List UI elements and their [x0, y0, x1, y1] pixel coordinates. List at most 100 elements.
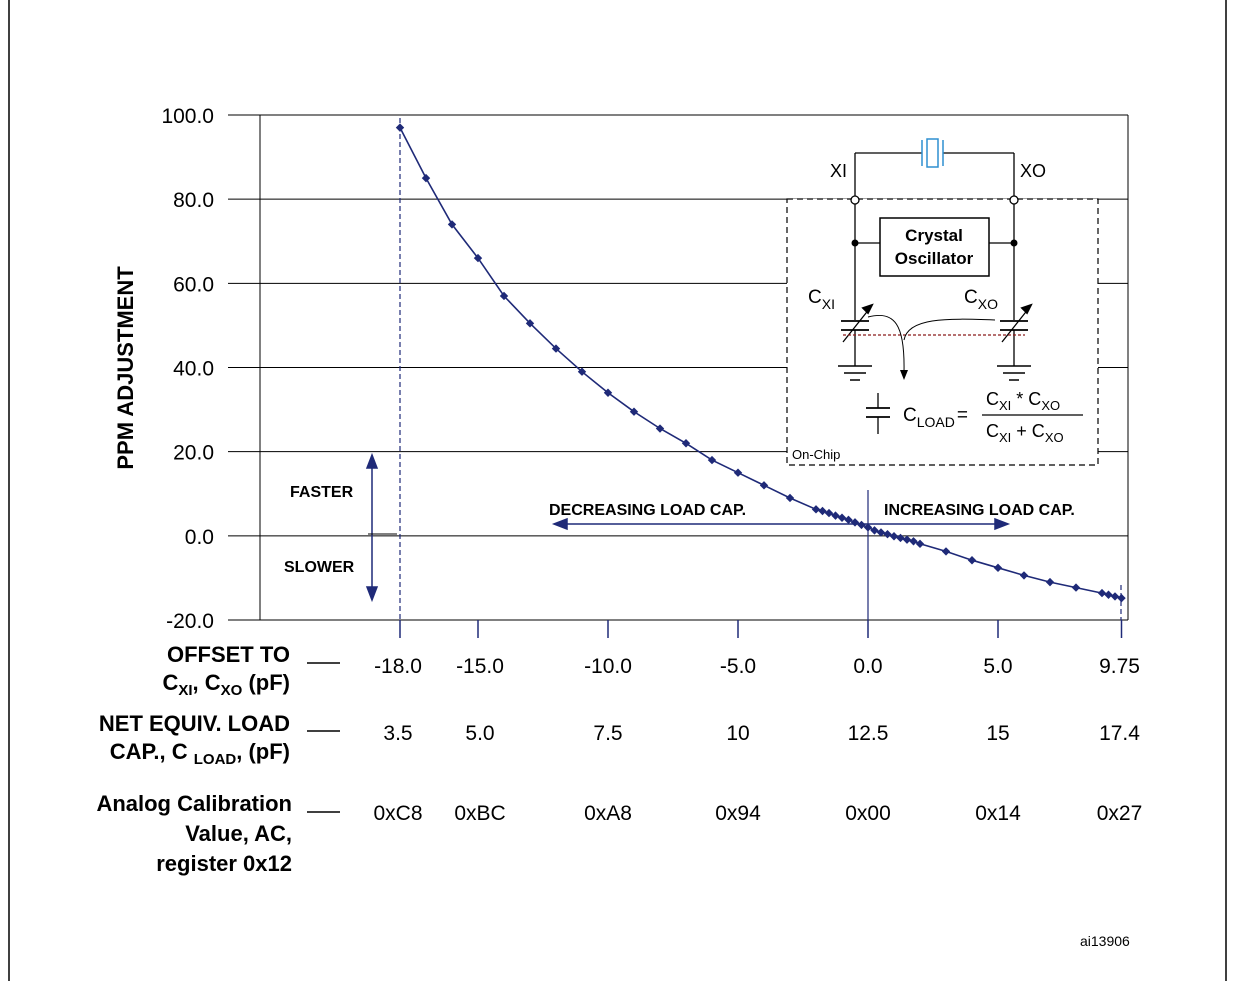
- table-cell: -10.0: [584, 655, 632, 678]
- data-point: [889, 532, 899, 541]
- row-calibration: Analog Calibration Value, AC, register 0…: [96, 791, 340, 876]
- y-tick-label: 100.0: [161, 105, 214, 128]
- xi-pin: [850, 195, 860, 205]
- data-point: [447, 220, 457, 229]
- cload-capacitor-icon: [866, 393, 890, 434]
- data-point: [629, 407, 639, 416]
- data-point: [876, 528, 886, 537]
- table-cell: 10: [726, 722, 749, 745]
- data-point: [941, 547, 951, 556]
- data-point: [993, 563, 1003, 573]
- grid: [228, 114, 1129, 621]
- crystal-icon: [921, 138, 944, 168]
- data-point: [863, 523, 873, 532]
- data-point: [525, 319, 535, 328]
- data-point: [733, 468, 743, 477]
- label-faster: FASTER: [290, 484, 354, 501]
- table-cell: 0x00: [845, 802, 891, 825]
- table-cell: 12.5: [848, 722, 889, 745]
- data-point: [1045, 577, 1055, 587]
- formula-denominator: CXI + CXO: [986, 421, 1064, 445]
- row-net-load-label-line1: NET EQUIV. LOAD: [99, 711, 290, 736]
- xo-label: XO: [1020, 161, 1046, 181]
- oscillator-label-line2: Oscillator: [895, 249, 974, 268]
- table-cell: 5.0: [983, 655, 1012, 678]
- ground-icon-right: [997, 365, 1031, 381]
- table-values: -18.0 -15.0 -10.0 -5.0 0.0 5.0 9.75 3.5 5.0 7.5 10…: [373, 655, 1142, 825]
- table-cell: -18.0: [374, 655, 422, 678]
- table-cell: 7.5: [593, 722, 622, 745]
- data-point: [967, 556, 977, 565]
- table-cell: 0.0: [853, 655, 882, 678]
- data-point: [1071, 583, 1081, 592]
- data-point: [1117, 593, 1126, 603]
- table-cell: 0x14: [975, 802, 1021, 825]
- data-point: [824, 508, 834, 518]
- data-point: [1097, 588, 1107, 598]
- row-calibration-label-line1: Analog Calibration: [96, 791, 292, 816]
- row-net-load: NET EQUIV. LOAD CAP., C LOAD, (pF): [99, 711, 340, 768]
- data-point: [883, 529, 892, 539]
- data-point: [499, 291, 509, 301]
- on-chip-label: On-Chip: [792, 447, 840, 462]
- data-point: [577, 367, 587, 376]
- y-tick-label: 20.0: [173, 442, 214, 465]
- table-cell: -5.0: [720, 655, 756, 678]
- data-point: [837, 513, 847, 522]
- data-point: [395, 123, 405, 132]
- row-offset: OFFSET TO CXI, CXO (pF): [162, 642, 340, 699]
- row-offset-label-line2: CXI, CXO (pF): [162, 670, 290, 699]
- table-cell: 0xBC: [454, 802, 505, 825]
- y-tick-label: 80.0: [173, 189, 214, 212]
- table-cell: 0x94: [715, 802, 761, 825]
- data-point: [844, 515, 853, 525]
- x-ticks: [399, 620, 1123, 638]
- data-point: [902, 535, 912, 544]
- table-cell: 9.75: [1099, 655, 1140, 678]
- data-point: [831, 511, 840, 520]
- cxi-label: CXI: [808, 287, 835, 312]
- data-point: [681, 439, 691, 448]
- row-calibration-label-line2: Value, AC,: [185, 821, 292, 846]
- ground-icon-left: [838, 365, 872, 381]
- data-point: [421, 173, 431, 183]
- table-cell: 3.5: [383, 722, 412, 745]
- data-point: [909, 537, 918, 546]
- label-decreasing-load: DECREASING LOAD CAP.: [549, 502, 746, 519]
- faster-slower-arrows: [365, 452, 397, 603]
- data-point: [1019, 571, 1029, 580]
- row-calibration-label-line3: register 0x12: [156, 851, 292, 876]
- cxo-label: CXO: [964, 287, 998, 312]
- data-point: [1110, 592, 1120, 601]
- data-point: [707, 455, 717, 465]
- data-point: [1104, 590, 1113, 599]
- table-cell: 5.0: [465, 722, 494, 745]
- label-slower: SLOWER: [284, 559, 355, 576]
- load-cap-arrows: [551, 517, 1011, 531]
- data-point: [896, 533, 905, 543]
- data-point: [603, 388, 613, 397]
- data-point: [857, 520, 866, 530]
- table-cell: -15.0: [456, 655, 504, 678]
- row-net-load-label-line2: CAP., C LOAD, (pF): [110, 739, 290, 768]
- formula-numerator: CXI * CXO: [986, 389, 1060, 413]
- table-cell: 17.4: [1099, 722, 1140, 745]
- table-cell: 0xA8: [584, 802, 632, 825]
- data-point: [818, 506, 827, 516]
- data-point: [811, 505, 821, 514]
- y-tick-label: 0.0: [185, 526, 214, 549]
- data-point: [870, 526, 879, 535]
- y-tick-labels: 100.0 80.0 60.0 40.0 20.0 0.0 -20.0: [161, 105, 214, 633]
- data-point: [785, 493, 795, 503]
- data-point: [759, 481, 769, 490]
- table-cell: 0xC8: [373, 802, 422, 825]
- row-offset-label-line1: OFFSET TO: [167, 642, 290, 667]
- data-point: [915, 539, 925, 549]
- y-tick-label: -20.0: [166, 610, 214, 633]
- data-point: [473, 253, 483, 263]
- cload-label: CLOAD =: [903, 405, 968, 430]
- oscillator-label-line1: Crystal: [905, 226, 963, 245]
- oscillator-box: [879, 217, 990, 277]
- table-cell: 15: [986, 722, 1009, 745]
